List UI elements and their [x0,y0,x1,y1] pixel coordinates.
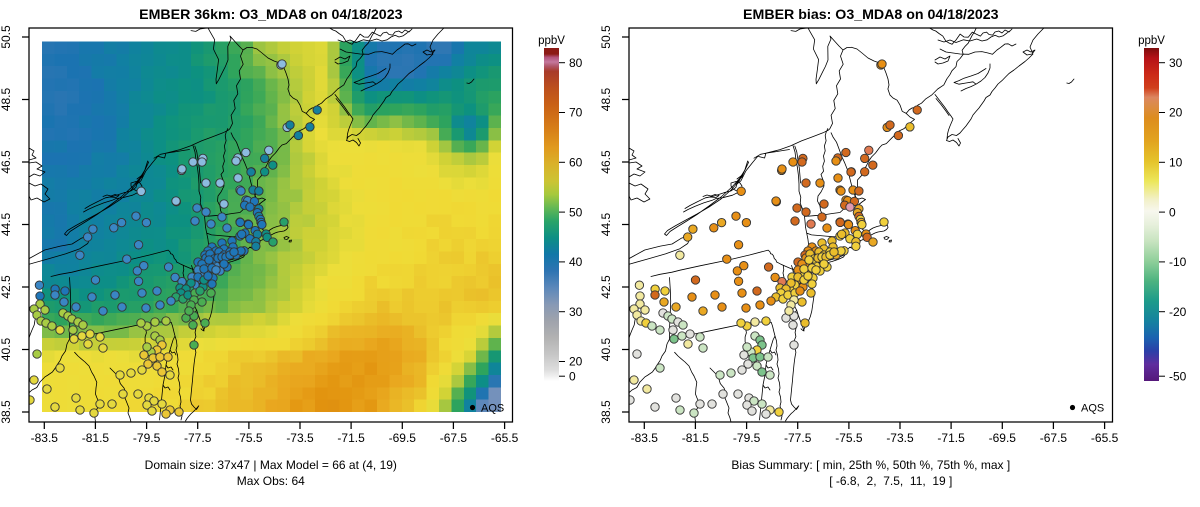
svg-text:EMBER bias: O3_MDA8 on 04/18/2: EMBER bias: O3_MDA8 on 04/18/2023 [743,7,999,23]
svg-text:Max Obs: 64: Max Obs: 64 [237,474,305,488]
svg-text:40.5: 40.5 [599,337,613,361]
svg-text:46.5: 46.5 [599,150,613,174]
svg-text:30: 30 [1169,56,1183,70]
svg-text:AQS: AQS [1081,403,1104,415]
svg-text:-83.5: -83.5 [631,431,659,445]
svg-text:50.5: 50.5 [0,25,13,49]
svg-text:ppbV: ppbV [1138,35,1165,47]
svg-text:-81.5: -81.5 [82,431,110,445]
svg-text:-50: -50 [1169,369,1187,383]
svg-text:46.5: 46.5 [0,150,13,174]
svg-text:50.5: 50.5 [599,25,613,49]
svg-text:70: 70 [569,106,583,120]
svg-text:48.5: 48.5 [599,87,613,111]
svg-text:80: 80 [569,56,583,70]
svg-text:0: 0 [569,369,576,383]
svg-text:-67.5: -67.5 [1040,431,1068,445]
svg-text:-65.5: -65.5 [491,431,519,445]
svg-text:44.5: 44.5 [0,212,13,236]
svg-text:-69.5: -69.5 [389,431,417,445]
svg-text:42.5: 42.5 [0,275,13,299]
svg-text:-65.5: -65.5 [1091,431,1119,445]
svg-text:-77.5: -77.5 [184,431,212,445]
svg-text:38.5: 38.5 [599,400,613,424]
svg-text:-73.5: -73.5 [886,431,914,445]
svg-text:20: 20 [1169,106,1183,120]
svg-text:0: 0 [1169,205,1176,219]
svg-text:-83.5: -83.5 [31,431,59,445]
svg-text:ppbV: ppbV [538,35,565,47]
svg-text:-77.5: -77.5 [784,431,812,445]
svg-text:48.5: 48.5 [0,87,13,111]
svg-text:-75.5: -75.5 [835,431,863,445]
svg-text:-10: -10 [1169,255,1187,269]
svg-text:[ -6.8, 2, 7.5, 11, 19 ]: [ -6.8, 2, 7.5, 11, 19 ] [829,474,952,488]
svg-text:42.5: 42.5 [599,275,613,299]
svg-text:60: 60 [569,156,583,170]
svg-text:-71.5: -71.5 [337,431,365,445]
svg-text:-81.5: -81.5 [682,431,710,445]
svg-text:44.5: 44.5 [599,212,613,236]
svg-text:30: 30 [569,305,583,319]
svg-text:-69.5: -69.5 [989,431,1017,445]
svg-text:20: 20 [569,355,583,369]
svg-text:-71.5: -71.5 [937,431,965,445]
svg-text:EMBER 36km: O3_MDA8 on 04/18/2: EMBER 36km: O3_MDA8 on 04/18/2023 [139,7,402,23]
svg-text:38.5: 38.5 [0,400,13,424]
svg-text:-67.5: -67.5 [440,431,468,445]
svg-text:Bias Summary: [ min, 25th %, 5: Bias Summary: [ min, 25th %, 50th %, 75t… [731,458,1010,472]
svg-text:AQS: AQS [481,403,504,415]
svg-text:50: 50 [569,205,583,219]
svg-text:-79.5: -79.5 [133,431,161,445]
svg-text:-79.5: -79.5 [733,431,761,445]
svg-text:-20: -20 [1169,305,1187,319]
svg-text:10: 10 [1169,156,1183,170]
svg-text:-73.5: -73.5 [286,431,314,445]
svg-text:Domain size: 37x47 | Max Model: Domain size: 37x47 | Max Model = 66 at (… [145,458,397,472]
svg-text:-75.5: -75.5 [235,431,263,445]
svg-text:40.5: 40.5 [0,337,13,361]
svg-text:40: 40 [569,255,583,269]
